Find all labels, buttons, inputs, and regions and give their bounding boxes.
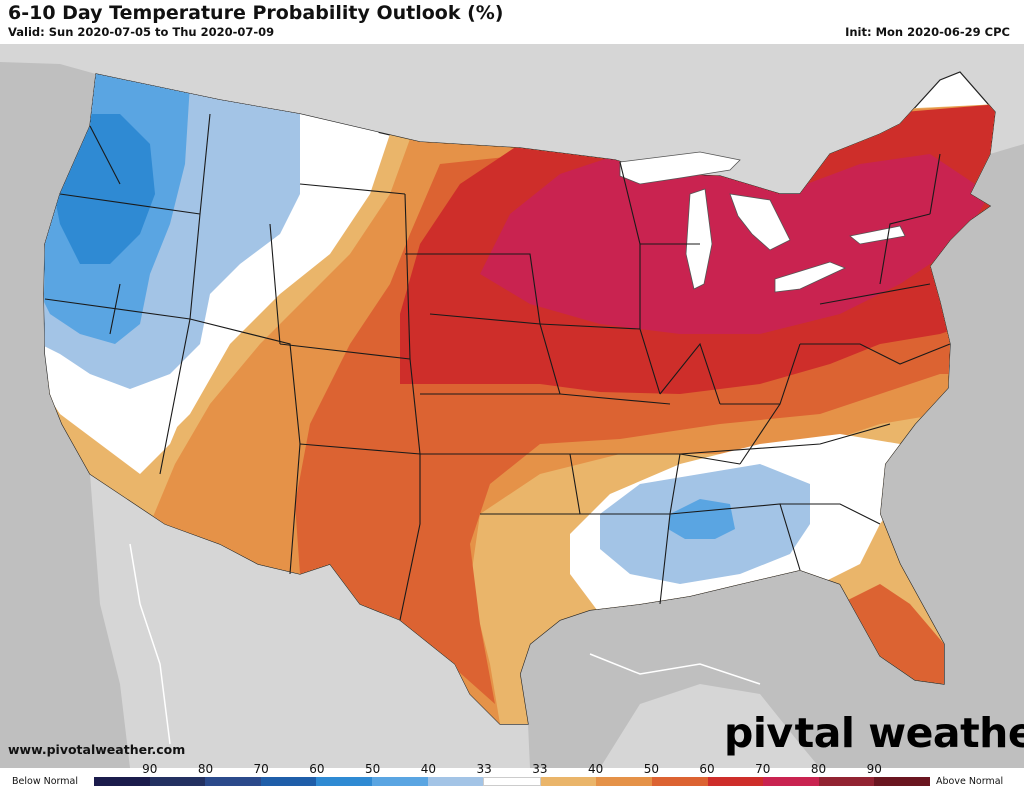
contour-florida-above-50	[840, 584, 944, 684]
legend-swatch	[707, 777, 764, 786]
great-lakes	[619, 151, 906, 293]
map-svg	[0, 44, 1024, 768]
brand-text-right: tal weather	[794, 709, 1024, 757]
legend-tick-label: 80	[197, 762, 214, 776]
coastlines	[129, 543, 761, 745]
legend-swatch	[651, 777, 708, 786]
legend-swatch	[818, 777, 875, 786]
legend-colorbar	[94, 777, 930, 786]
legend-above-label: Above Normal	[936, 776, 1004, 787]
legend-tick-label: 40	[420, 762, 437, 776]
legend-swatch	[260, 777, 317, 786]
legend-swatch	[427, 777, 484, 786]
website-url[interactable]: www.pivotalweather.com	[8, 742, 186, 757]
legend-tick-label: 33	[532, 762, 548, 776]
legend-swatch	[94, 777, 150, 786]
legend-swatch	[874, 777, 930, 786]
legend-tick-label: 33	[476, 762, 492, 776]
legend: 90 80 70 60 50 40 33 33 40 50 60 70 80 90 Below Norma…	[0, 762, 1024, 791]
legend-swatch	[316, 777, 372, 786]
legend-swatch	[371, 777, 428, 786]
brand-logo: piv tal weather	[724, 708, 1024, 758]
legend-tick-label: 60	[699, 762, 715, 776]
legend-ticks: 90 80 70 60 50 40 33 33 40 50 60 70 80 90	[94, 762, 930, 776]
map-area[interactable]	[0, 44, 1024, 768]
contour-below-40-southeast	[668, 499, 735, 539]
legend-tick-label: 70	[755, 762, 771, 776]
legend-tick-label: 60	[309, 762, 325, 776]
legend-swatch	[540, 777, 597, 786]
legend-tick-label: 90	[866, 762, 882, 776]
legend-tick-label: 70	[253, 762, 269, 776]
valid-period: Valid: Sun 2020-07-05 to Thu 2020-07-09	[8, 25, 275, 39]
legend-tick-label: 80	[810, 762, 827, 776]
brand-text-left: piv	[724, 709, 793, 757]
init-time: Init: Mon 2020-06-29 CPC	[845, 25, 1010, 39]
page-title: 6-10 Day Temperature Probability Outlook…	[8, 2, 504, 24]
legend-below-label: Below Normal	[12, 776, 78, 787]
legend-swatch	[596, 777, 652, 786]
legend-swatch	[763, 777, 819, 786]
legend-tick-label: 50	[365, 762, 381, 776]
legend-swatch	[483, 777, 541, 786]
legend-swatch	[205, 777, 261, 786]
legend-tick-label: 90	[142, 762, 158, 776]
legend-swatch	[149, 777, 206, 786]
legend-tick-label: 40	[587, 762, 604, 776]
state-borders	[44, 113, 951, 621]
background-land	[0, 44, 1024, 768]
legend-tick-label: 50	[643, 762, 659, 776]
contour-above-70	[480, 154, 990, 334]
